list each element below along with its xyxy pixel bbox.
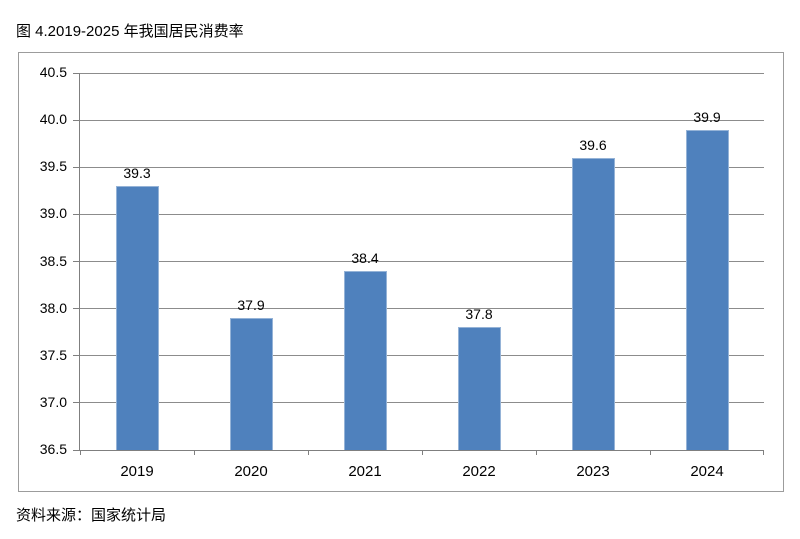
y-axis-tick (73, 355, 80, 357)
gridline (80, 166, 764, 168)
x-tick-label: 2020 (234, 463, 268, 480)
bar-value-label: 37.9 (237, 297, 265, 314)
x-tick-label: 2023 (576, 463, 610, 480)
bar (229, 318, 273, 450)
y-axis-tick (73, 213, 80, 215)
gridline (80, 355, 764, 357)
x-tick-label: 2022 (462, 463, 496, 480)
x-axis-tick (194, 450, 195, 455)
y-tick-label: 38.0 (39, 299, 67, 316)
x-axis-tick (80, 450, 81, 455)
bar (457, 327, 501, 450)
gridline (80, 119, 764, 121)
y-tick-label: 39.0 (39, 205, 67, 222)
y-tick-label: 40.0 (39, 111, 67, 128)
y-axis-tick (73, 72, 80, 74)
chart-title: 图 4.2019-2025 年我国居民消费率 (16, 23, 244, 40)
chart-frame: 40.5 40.0 39.5 39.0 38.5 38.0 37.5 37.0 36.5 39.… (18, 52, 784, 492)
gridline (80, 402, 764, 404)
x-axis-tick (422, 450, 423, 455)
gridline (80, 213, 764, 215)
x-tick-label: 2024 (690, 463, 724, 480)
x-axis-tick (650, 450, 651, 455)
bar (571, 157, 615, 450)
y-axis-tick (73, 449, 80, 451)
y-tick-label: 38.5 (39, 252, 67, 269)
x-tick-label: 2019 (120, 463, 154, 480)
x-axis-tick (308, 450, 309, 455)
y-tick-label: 40.5 (39, 64, 67, 80)
y-tick-label: 37.5 (39, 346, 67, 363)
x-tick-label: 2021 (348, 463, 382, 480)
bar (115, 186, 159, 450)
x-axis-tick (763, 450, 764, 455)
plot-area: 39.3 2019 37.9 2020 38.4 2021 37.8 2022 39.6 2023… (73, 72, 764, 480)
source-note: 资料来源：国家统计局 (16, 507, 167, 524)
bar-value-label: 37.8 (465, 306, 493, 323)
gridline (80, 308, 764, 310)
x-axis-tick (536, 450, 537, 455)
y-axis-labels: 40.5 40.0 39.5 39.0 38.5 38.0 37.5 37.0 36.5 (19, 64, 73, 457)
bar (685, 129, 729, 450)
y-axis-tick (73, 261, 80, 262)
y-axis-tick (73, 119, 80, 121)
bar (343, 270, 387, 450)
y-tick-label: 36.5 (39, 441, 67, 457)
y-axis-tick (73, 402, 80, 404)
bar-value-label: 39.6 (579, 136, 607, 153)
y-tick-label: 37.0 (39, 393, 67, 410)
y-tick-label: 39.5 (39, 158, 67, 175)
gridline (80, 261, 764, 262)
gridline (80, 72, 764, 74)
y-axis-tick (73, 308, 80, 310)
bar-value-label: 39.3 (123, 165, 151, 182)
bar-value-label: 39.9 (693, 108, 721, 125)
bar-value-label: 38.4 (351, 249, 379, 266)
y-axis-tick (73, 166, 80, 168)
